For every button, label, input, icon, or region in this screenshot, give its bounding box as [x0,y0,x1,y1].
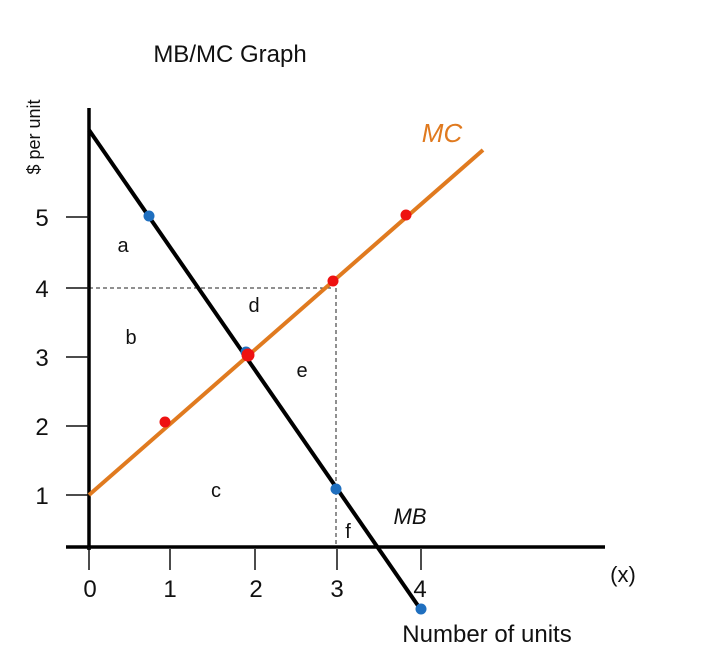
y-tick-labels: 5 4 3 2 1 [35,205,48,510]
region-c: c [211,480,221,502]
y-axis-label: $ per unit [24,99,44,174]
mc-label: MC [422,118,463,148]
x-tick-labels: 0 1 2 3 4 [83,576,426,603]
region-f: f [345,521,351,543]
svg-text:0: 0 [83,576,96,603]
region-b: b [125,327,136,349]
mb-curve [87,128,423,612]
x-axis-label: Number of units [402,621,571,648]
svg-text:4: 4 [413,576,426,603]
region-labels: a b c d e f [117,235,351,543]
svg-text:5: 5 [35,205,48,232]
mc-points [159,209,412,428]
region-d: d [248,295,259,317]
region-a: a [117,235,129,257]
svg-text:2: 2 [35,414,48,441]
mc-curve [87,148,485,497]
y-ticks [66,216,89,496]
x-ticks [88,547,422,570]
svg-text:1: 1 [163,576,176,603]
mb-label: MB [394,504,427,529]
svg-text:2: 2 [249,576,262,603]
svg-text:3: 3 [35,345,48,372]
region-e: e [296,360,307,382]
svg-text:1: 1 [35,483,48,510]
chart-title: MB/MC Graph [153,41,306,68]
svg-text:4: 4 [35,276,48,303]
svg-text:3: 3 [330,576,343,603]
x-axis-suffix: (x) [610,562,636,587]
